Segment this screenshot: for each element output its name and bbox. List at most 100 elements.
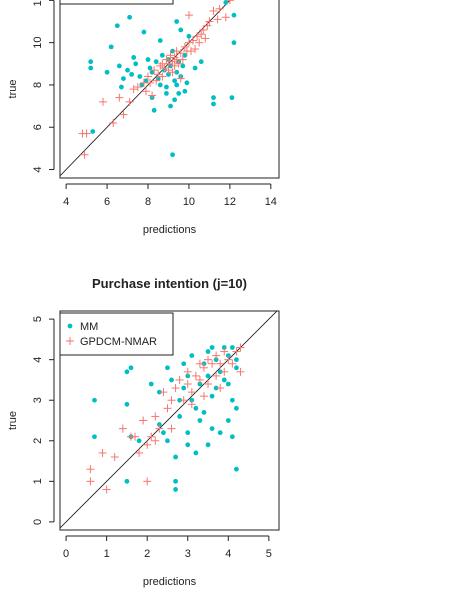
data-point	[217, 430, 223, 436]
data-point-plus	[115, 93, 124, 102]
data-point-plus	[199, 363, 208, 372]
data-point-plus	[126, 432, 135, 441]
data-point-plus	[171, 384, 180, 393]
data-point	[165, 438, 170, 444]
data-point-plus	[176, 49, 185, 58]
data-point-plus	[221, 13, 230, 22]
scatter-panel-top: 4 6 8 10 12 14 4 6 8 10 12 predictions true	[7, 0, 280, 236]
data-point-plus	[109, 119, 118, 128]
data-point-plus	[195, 375, 204, 384]
data-point	[209, 345, 215, 350]
x-tick-label: 5	[266, 548, 272, 560]
data-point	[173, 478, 178, 484]
data-point	[213, 357, 219, 363]
data-point	[213, 385, 219, 391]
data-point-plus	[212, 371, 221, 380]
data-point-plus	[158, 72, 167, 81]
data-point	[170, 48, 175, 54]
data-point-plus	[236, 343, 245, 352]
data-point	[178, 27, 184, 33]
data-point-plus	[144, 72, 153, 81]
data-point	[234, 405, 239, 411]
data-point	[127, 14, 132, 20]
data-point-plus	[110, 453, 119, 461]
data-point	[172, 78, 178, 84]
data-point	[108, 44, 114, 50]
data-point-plus	[193, 32, 202, 41]
data-point-plus	[159, 388, 168, 397]
data-point	[129, 71, 135, 77]
data-point	[211, 101, 216, 107]
y-tick-label: 10	[32, 37, 44, 49]
data-point-plus	[175, 375, 184, 384]
y-axis-label: true	[7, 80, 19, 99]
data-point	[157, 82, 163, 88]
data-point-plus	[180, 42, 189, 51]
data-point	[181, 385, 187, 391]
data-point-plus	[86, 477, 95, 486]
data-point-plus	[191, 371, 200, 380]
data-point	[114, 23, 120, 29]
data-point-plus	[220, 367, 229, 376]
data-point-plus	[195, 38, 204, 47]
data-point-plus	[164, 66, 173, 75]
x-tick-label: 8	[145, 196, 151, 208]
data-point-plus	[80, 150, 89, 159]
data-point-plus	[152, 76, 161, 85]
x-tick-label: 0	[63, 548, 69, 560]
data-point-plus	[205, 17, 214, 26]
data-point	[124, 369, 130, 375]
data-point	[145, 57, 151, 62]
data-point-plus	[98, 97, 107, 106]
data-point-plus	[212, 351, 221, 360]
data-point	[124, 478, 130, 484]
data-point	[198, 59, 204, 65]
plot-frame	[59, 310, 280, 531]
data-point	[231, 12, 237, 18]
data-point	[193, 450, 199, 456]
data-point-plus	[187, 400, 196, 409]
data-point-plus	[162, 55, 171, 64]
data-point-plus	[204, 380, 213, 388]
x-tick-label: 3	[185, 548, 191, 560]
data-point	[173, 454, 178, 460]
data-point	[185, 373, 191, 379]
data-point	[156, 422, 162, 427]
data-point-plus	[143, 440, 152, 449]
data-point-plus	[125, 97, 134, 106]
data-point	[161, 430, 166, 436]
y-tick-label: 4	[32, 357, 44, 363]
data-point-plus	[178, 55, 187, 64]
data-point	[205, 373, 211, 379]
data-point-plus	[119, 110, 128, 119]
data-point-plus	[236, 367, 245, 376]
data-point-plus	[186, 47, 195, 56]
data-point	[131, 55, 137, 60]
data-point-plus	[151, 436, 160, 445]
data-point	[164, 91, 169, 96]
data-point	[201, 361, 207, 367]
data-point-plus	[168, 68, 177, 77]
data-point	[88, 65, 94, 71]
data-point-plus	[195, 359, 204, 368]
data-point-plus	[151, 412, 160, 421]
data-point-plus	[141, 87, 150, 96]
data-point	[211, 95, 216, 101]
data-point	[205, 349, 211, 354]
data-point	[147, 65, 153, 71]
data-point	[151, 107, 157, 113]
data-point-plus	[156, 61, 165, 70]
data-point	[180, 63, 186, 69]
data-point	[234, 365, 239, 371]
data-point	[133, 61, 139, 67]
plot-frame	[59, 0, 280, 179]
data-point	[168, 63, 173, 69]
data-point-plus	[86, 465, 95, 474]
data-point-plus	[184, 11, 193, 20]
data-point	[174, 19, 180, 24]
data-point-plus	[216, 359, 225, 368]
y-tick-label: 4	[32, 166, 44, 172]
x-tick-label: 6	[104, 196, 110, 208]
data-point-plus	[118, 424, 127, 433]
x-axis-label: predictions	[143, 576, 197, 588]
